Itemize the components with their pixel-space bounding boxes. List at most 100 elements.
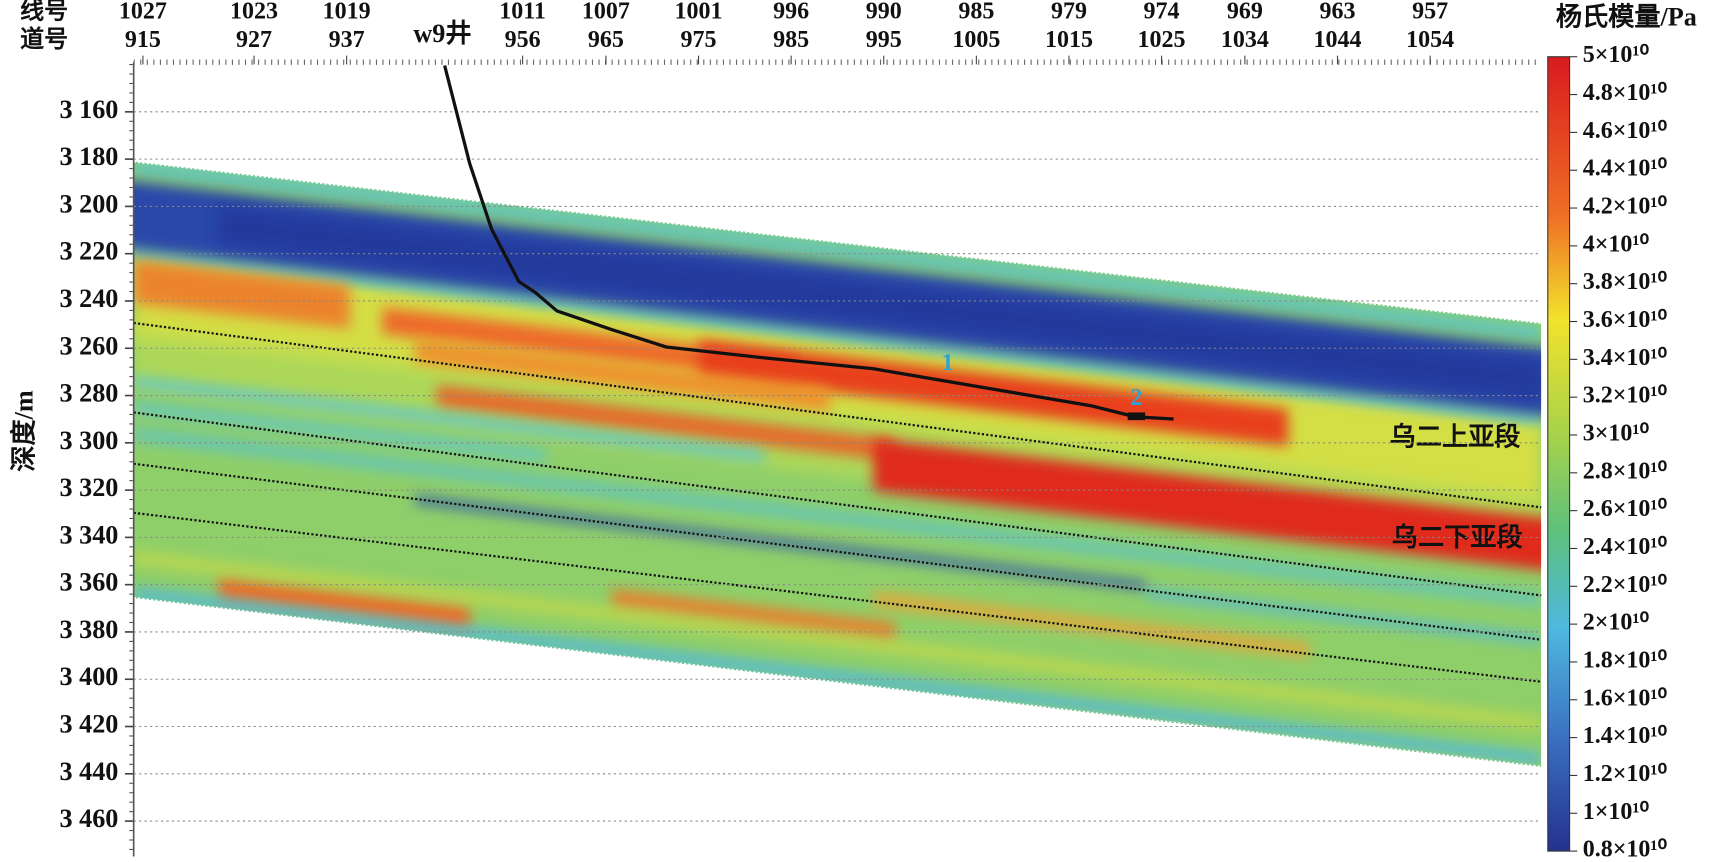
section-image [133, 161, 1542, 768]
trace-label: 985 [773, 27, 809, 53]
trace-label: 1054 [1406, 27, 1454, 53]
facies [133, 161, 1542, 339]
facies [133, 259, 350, 329]
line-label: 957 [1412, 0, 1448, 25]
facies [218, 206, 1542, 400]
facies [133, 246, 1542, 424]
colorbar-tick-label: 1.8×10¹⁰ [1583, 647, 1668, 673]
y-tick-label: 3 240 [59, 284, 118, 313]
facies [611, 588, 896, 640]
colorbar-tick-label: 2.6×10¹⁰ [1583, 496, 1668, 522]
trace-label: 1044 [1314, 27, 1362, 53]
trace-label: 956 [505, 27, 541, 53]
trace-label: 915 [125, 27, 161, 53]
colorbar-tick-label: 4.4×10¹⁰ [1583, 156, 1668, 182]
trace-label: 937 [329, 27, 365, 53]
facies [133, 587, 1542, 767]
colorbar-tick-label: 2.8×10¹⁰ [1583, 458, 1668, 484]
zone-label: 乌二下亚段 [1392, 522, 1524, 552]
facies [873, 438, 1542, 573]
y-tick-label: 3 280 [59, 379, 118, 408]
colorbar-tick-label: 4.6×10¹⁰ [1583, 118, 1668, 144]
well-marker [1127, 412, 1146, 421]
facies [133, 401, 547, 462]
y-tick-label: 3 460 [59, 804, 118, 833]
colorbar-tick-label: 3×10¹⁰ [1583, 421, 1650, 447]
horizon [133, 511, 1542, 683]
facies [133, 376, 765, 462]
y-tick-label: 3 320 [59, 473, 118, 502]
horizon [133, 160, 1542, 325]
line-label: 969 [1227, 0, 1263, 25]
y-tick-label: 3 160 [59, 95, 118, 124]
facies [382, 307, 798, 383]
colorbar-tick-label: 5×10¹⁰ [1583, 42, 1650, 68]
line-label: 1007 [582, 0, 630, 25]
y-tick-label: 3 180 [59, 142, 118, 171]
facies [218, 577, 470, 632]
y-tick-label: 3 200 [59, 189, 118, 218]
colorbar-tick-label: 1.2×10¹⁰ [1583, 761, 1668, 787]
line-label: 1011 [499, 0, 546, 25]
facies [133, 551, 1542, 731]
line-label: 990 [866, 0, 902, 25]
colorbar-tick-label: 1×10¹⁰ [1583, 799, 1650, 825]
horizon [133, 321, 1542, 509]
facies [415, 338, 830, 412]
facies [415, 495, 1147, 590]
y-tick-label: 3 380 [59, 615, 118, 644]
colorbar-tick-label: 2×10¹⁰ [1583, 610, 1650, 636]
horizon [133, 596, 1542, 768]
horizon [133, 462, 1542, 641]
trace-label: 995 [866, 27, 902, 53]
zone-label: 乌二上亚段 [1390, 422, 1522, 452]
y-tick-label: 3 300 [59, 426, 118, 455]
well-name: w9井 [413, 19, 471, 48]
y-tick-label: 3 440 [59, 757, 118, 786]
line-label: 979 [1051, 0, 1087, 25]
y-tick-label: 3 420 [59, 710, 118, 739]
trace-label: 975 [681, 27, 717, 53]
line-label: 963 [1320, 0, 1356, 25]
trace-label: 1015 [1045, 27, 1093, 53]
y-tick-label: 3 400 [59, 662, 118, 691]
line-label: 1027 [119, 0, 167, 25]
trace-label: 1025 [1138, 27, 1186, 53]
line-label: 1023 [230, 0, 278, 25]
well-marker-label: 2 [1130, 385, 1142, 411]
line-label: 1001 [675, 0, 723, 25]
well-marker-label: 1 [942, 350, 954, 376]
colorbar-tick-label: 4.8×10¹⁰ [1583, 80, 1668, 106]
trace-label: 1005 [952, 27, 1000, 53]
colorbar-tick-label: 3.4×10¹⁰ [1583, 345, 1668, 371]
colorbar-tick-label: 2.2×10¹⁰ [1583, 572, 1668, 598]
colorbar-tick-label: 0.8×10¹⁰ [1583, 837, 1668, 862]
row-label: 线号 [20, 0, 68, 25]
trace-label: 965 [588, 27, 624, 53]
colorbar-tick-label: 4×10¹⁰ [1583, 231, 1650, 257]
y-tick-label: 3 360 [59, 568, 118, 597]
y-tick-label: 3 340 [59, 520, 118, 549]
colorbar-title: 杨氏模量/Pa [1556, 3, 1697, 32]
line-label: 996 [773, 0, 809, 25]
y-tick-label: 3 220 [59, 237, 118, 266]
facies [437, 384, 896, 461]
trace-label: 1034 [1221, 27, 1269, 53]
line-label: 1019 [323, 0, 371, 25]
colorbar-tick-label: 3.8×10¹⁰ [1583, 269, 1668, 295]
facies [1146, 588, 1542, 645]
y-axis-label: 深度/m [9, 390, 39, 472]
y-tick-label: 3 260 [59, 331, 118, 360]
colorbar-tick-label: 1.6×10¹⁰ [1583, 685, 1668, 711]
colorbar-tick-label: 3.2×10¹⁰ [1583, 383, 1668, 409]
colorbar-tick-label: 2.4×10¹⁰ [1583, 534, 1668, 560]
well-path [443, 65, 1174, 421]
colorbar-tick-label: 1.4×10¹⁰ [1583, 723, 1668, 749]
colorbar [1547, 56, 1571, 852]
trace-label: 927 [236, 27, 272, 53]
facies [133, 427, 1542, 607]
colorbar-tick-label: 4.2×10¹⁰ [1583, 194, 1668, 220]
line-label: 974 [1144, 0, 1180, 25]
